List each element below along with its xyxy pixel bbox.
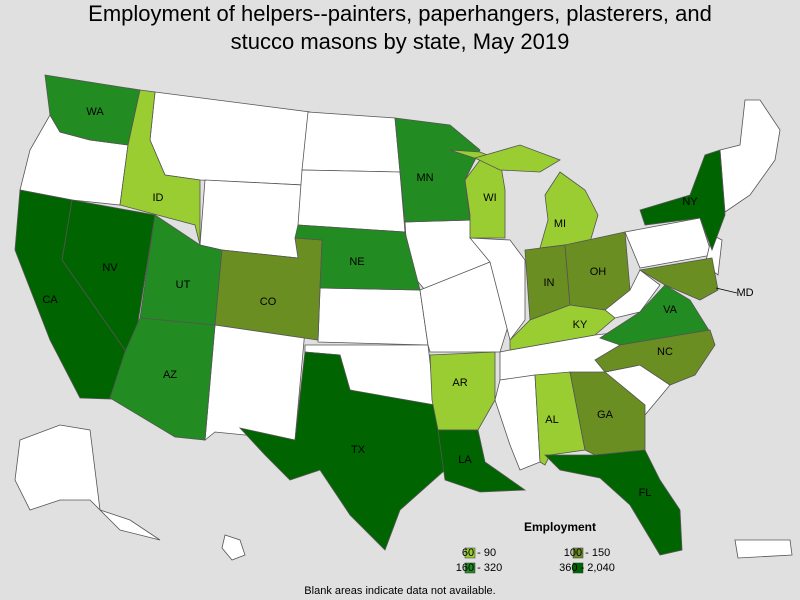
state	[238, 351, 446, 551]
state	[294, 224, 421, 291]
md-leader	[715, 287, 738, 294]
state	[109, 317, 216, 441]
state-ms	[494, 374, 541, 471]
state-mt	[149, 91, 311, 186]
state-label: NC	[657, 346, 673, 358]
legend-label: 360 - 2,040	[559, 562, 615, 574]
state-label: NE	[349, 256, 364, 268]
state-nd	[301, 111, 401, 173]
blank-states	[14, 91, 793, 561]
legend-label: 60 - 90	[462, 547, 496, 559]
state-label: GA	[597, 409, 614, 421]
state	[509, 304, 616, 351]
state-label: ID	[153, 192, 164, 204]
state-label: NV	[102, 262, 118, 274]
state	[429, 351, 496, 431]
state	[394, 117, 481, 223]
legend-swatch	[464, 562, 476, 574]
state-label: MI	[554, 218, 566, 230]
state	[437, 429, 527, 493]
legend-title: Employment	[524, 520, 596, 534]
state	[564, 231, 631, 311]
state	[638, 257, 719, 301]
legend-label: 100 - 150	[564, 547, 610, 559]
state-label: AZ	[163, 369, 177, 381]
state-label: WI	[483, 192, 496, 204]
state-label: OH	[590, 266, 607, 278]
state-pr	[734, 539, 793, 559]
state-label: KY	[573, 319, 588, 331]
state-label: CA	[42, 294, 58, 306]
state-wy	[199, 179, 303, 259]
state	[594, 329, 716, 386]
legend-swatch	[572, 547, 584, 559]
state-label: AL	[545, 414, 558, 426]
state-label: IN	[544, 277, 555, 289]
state-il	[469, 237, 526, 341]
state-ak	[14, 424, 161, 541]
state-label: AR	[452, 377, 467, 389]
legend-swatch	[572, 562, 584, 574]
title: Employment of helpers--painters, paperha…	[88, 1, 712, 54]
state	[473, 144, 599, 249]
legend: 60 - 90 100 - 150 160 - 320 360 - 2,040	[456, 547, 615, 574]
legend-label: 160 - 320	[456, 562, 502, 574]
state-label: CO	[260, 296, 277, 308]
state-new-england	[719, 99, 781, 213]
state-ks	[317, 287, 429, 346]
state-label: LA	[458, 454, 472, 466]
state-sd	[297, 169, 406, 233]
state	[544, 449, 683, 556]
state-hi	[221, 534, 246, 561]
state-label: NY	[682, 196, 698, 208]
state-label: MN	[416, 172, 433, 184]
state-label: VA	[663, 304, 678, 316]
legend-swatch	[464, 547, 476, 559]
state-nm	[204, 324, 306, 441]
state-label: MD	[736, 287, 753, 299]
footnote: Blank areas indicate data not available.	[304, 585, 495, 597]
state	[639, 149, 726, 252]
state-label: UT	[176, 279, 191, 291]
state-label: FL	[639, 487, 652, 499]
data-states: WA ID MN WI MI NY NV CA UT CO NE IN OH KY VA MD NC AZ TX AR…	[14, 74, 754, 556]
state	[119, 89, 201, 246]
state-label: TX	[351, 444, 366, 456]
state-label: WA	[86, 106, 104, 118]
